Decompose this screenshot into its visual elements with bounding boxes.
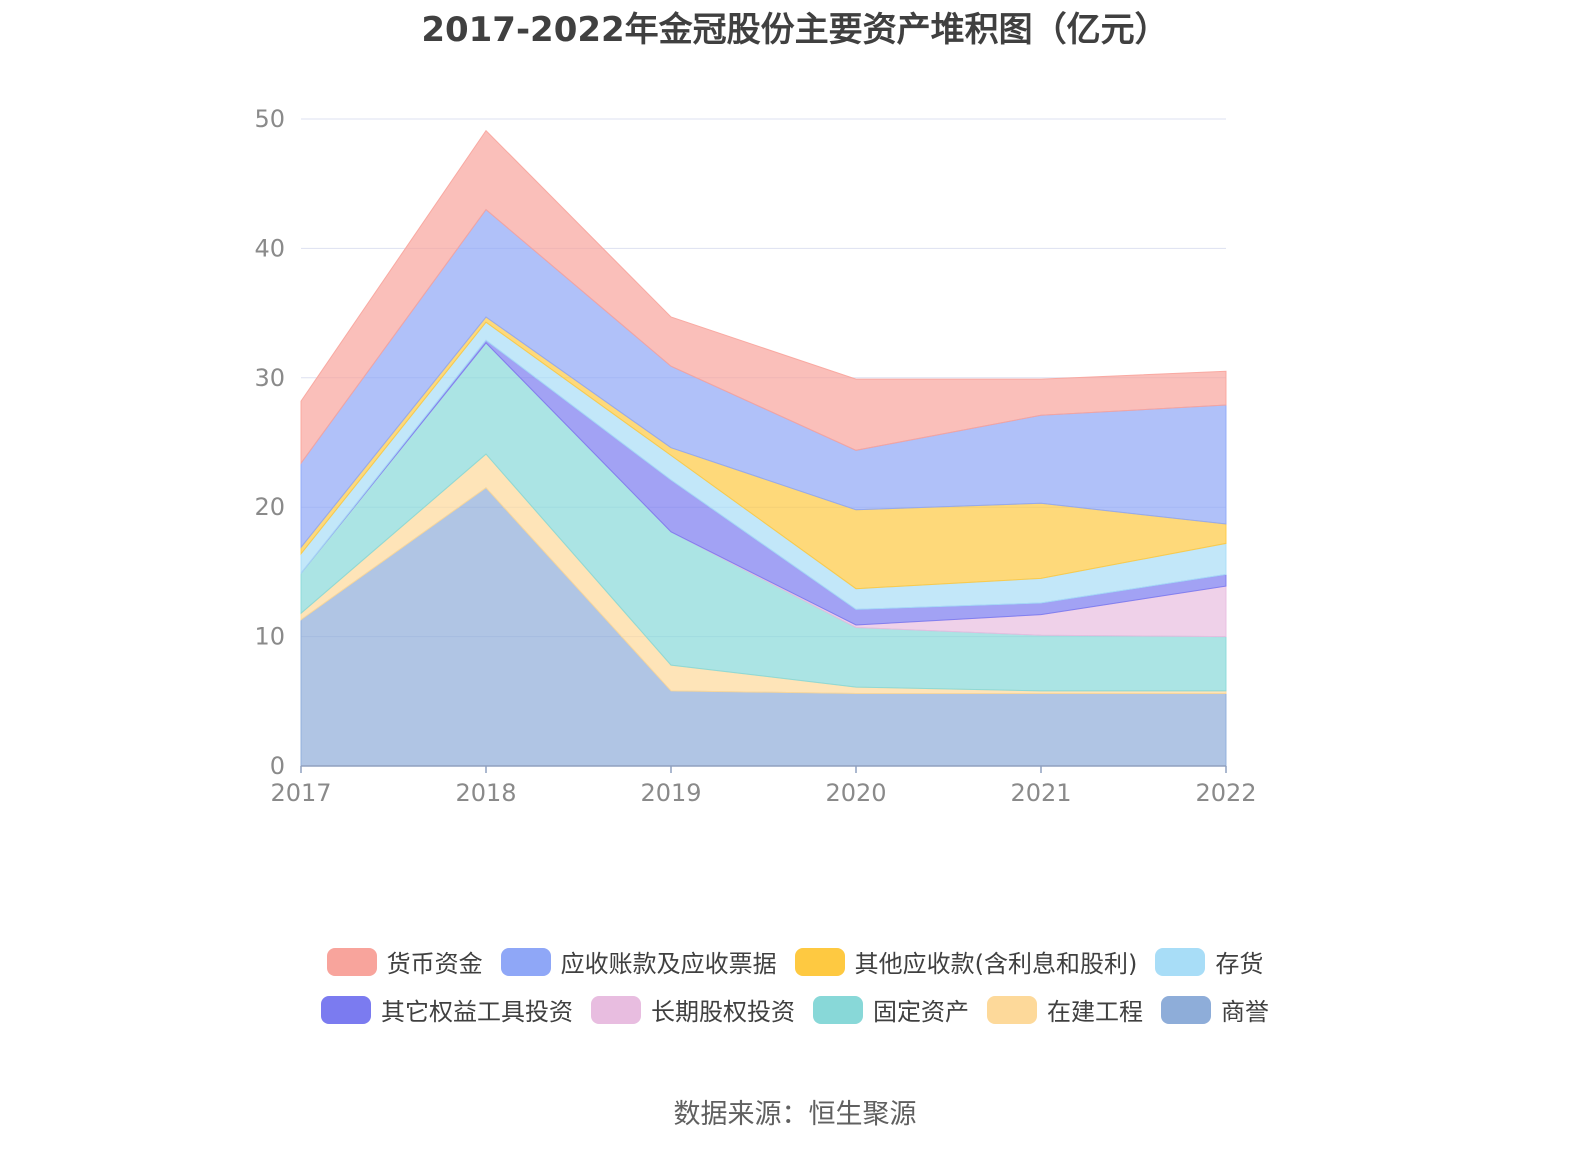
legend-label: 在建工程 — [1047, 998, 1143, 1026]
legend-item-other-receivables[interactable]: 其他应收款(含利息和股利) — [794, 944, 1138, 979]
legend-swatch — [794, 947, 845, 976]
y-tick-label: 10 — [254, 623, 285, 651]
y-tick-label: 40 — [254, 234, 285, 262]
legend-swatch — [326, 947, 377, 976]
legend-row-2: 其它权益工具投资 长期股权投资 固定资产 在建工程 商誉 — [0, 992, 1590, 1027]
x-tick-label: 2018 — [455, 779, 516, 807]
axes: 0 10 20 30 40 50 2017 2018 2019 2020 2021 2022 — [254, 105, 1256, 807]
legend-item-receivables[interactable]: 应收账款及应收票据 — [500, 944, 777, 979]
stacked-area-chart: 0 10 20 30 40 50 2017 2018 2019 2020 2021 2022 — [254, 105, 1256, 807]
x-tick-label: 2017 — [270, 779, 331, 807]
legend-swatch — [1161, 995, 1211, 1024]
area-series-group — [300, 129, 1227, 767]
legend-swatch — [987, 995, 1037, 1024]
legend-label: 其他应收款(含利息和股利) — [854, 950, 1138, 978]
legend-swatch — [500, 947, 551, 976]
x-tick-label: 2019 — [640, 779, 701, 807]
legend-label: 应收账款及应收票据 — [560, 950, 777, 978]
legend-label: 商誉 — [1221, 998, 1269, 1026]
legend-swatch — [1155, 947, 1206, 976]
data-source: 数据来源：恒生聚源 — [673, 1099, 917, 1130]
y-tick-label: 50 — [254, 105, 285, 133]
legend-item-fixed-assets[interactable]: 固定资产 — [813, 992, 969, 1027]
legend-item-cash[interactable]: 货币资金 — [326, 944, 483, 979]
y-tick-label: 30 — [254, 364, 285, 392]
legend-label: 存货 — [1215, 950, 1264, 978]
x-tick-label: 2021 — [1010, 779, 1071, 807]
legend-label: 其它权益工具投资 — [381, 998, 573, 1026]
legend-item-long-term-equity-investments[interactable]: 长期股权投资 — [591, 992, 795, 1027]
legend-item-construction-in-progress[interactable]: 在建工程 — [987, 992, 1143, 1027]
x-tick-label: 2022 — [1195, 779, 1256, 807]
y-tick-label: 0 — [270, 752, 285, 780]
legend-row-1: 货币资金 应收账款及应收票据 其他应收款(含利息和股利) 存货 — [0, 944, 1590, 979]
legend-label: 长期股权投资 — [651, 998, 795, 1026]
area-series-8[interactable] — [300, 129, 1227, 465]
legend-item-goodwill[interactable]: 商誉 — [1161, 992, 1269, 1027]
chart-title: 2017-2022年金冠股份主要资产堆积图（亿元） — [421, 10, 1169, 50]
legend-swatch — [321, 995, 371, 1024]
y-tick-label: 20 — [254, 493, 285, 521]
legend-label: 固定资产 — [873, 998, 969, 1026]
x-tick-label: 2020 — [825, 779, 886, 807]
legend-swatch — [813, 995, 863, 1024]
legend-label: 货币资金 — [386, 950, 483, 978]
legend-item-inventory[interactable]: 存货 — [1155, 944, 1263, 979]
legend-item-other-equity-investments[interactable]: 其它权益工具投资 — [321, 992, 573, 1027]
legend-swatch — [591, 995, 641, 1024]
